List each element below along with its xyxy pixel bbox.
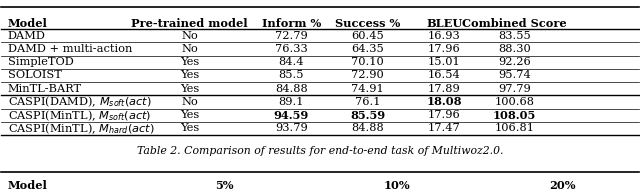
Text: 17.47: 17.47 xyxy=(428,123,461,133)
Text: Yes: Yes xyxy=(180,84,199,94)
Text: 60.45: 60.45 xyxy=(351,31,384,41)
Text: 10%: 10% xyxy=(383,180,410,191)
Text: 88.30: 88.30 xyxy=(498,44,531,54)
Text: 95.74: 95.74 xyxy=(498,70,531,81)
Text: 17.96: 17.96 xyxy=(428,44,461,54)
Text: 5%: 5% xyxy=(215,180,234,191)
Text: CASPI(MinTL), $M_{soft}(act)$: CASPI(MinTL), $M_{soft}(act)$ xyxy=(8,108,151,122)
Text: No: No xyxy=(181,97,198,107)
Text: Yes: Yes xyxy=(180,110,199,120)
Text: 17.89: 17.89 xyxy=(428,84,461,94)
Text: Yes: Yes xyxy=(180,57,199,67)
Text: 16.93: 16.93 xyxy=(428,31,461,41)
Text: 72.90: 72.90 xyxy=(351,70,384,81)
Text: 15.01: 15.01 xyxy=(428,57,461,67)
Text: Yes: Yes xyxy=(180,70,199,81)
Text: 18.08: 18.08 xyxy=(426,97,462,107)
Text: 100.68: 100.68 xyxy=(494,97,534,107)
Text: BLEU: BLEU xyxy=(426,18,462,29)
Text: Model: Model xyxy=(8,18,47,29)
Text: Model: Model xyxy=(8,180,47,191)
Text: Yes: Yes xyxy=(180,123,199,133)
Text: 93.79: 93.79 xyxy=(275,123,308,133)
Text: 84.4: 84.4 xyxy=(278,57,304,67)
Text: Pre-trained model: Pre-trained model xyxy=(131,18,248,29)
Text: 72.79: 72.79 xyxy=(275,31,308,41)
Text: 84.88: 84.88 xyxy=(351,123,384,133)
Text: No: No xyxy=(181,44,198,54)
Text: Success %: Success % xyxy=(335,18,401,29)
Text: 17.96: 17.96 xyxy=(428,110,461,120)
Text: DAMD: DAMD xyxy=(8,31,45,41)
Text: No: No xyxy=(181,31,198,41)
Text: SimpleTOD: SimpleTOD xyxy=(8,57,74,67)
Text: CASPI(DAMD), $M_{soft}(act)$: CASPI(DAMD), $M_{soft}(act)$ xyxy=(8,95,152,109)
Text: 89.1: 89.1 xyxy=(278,97,304,107)
Text: Inform %: Inform % xyxy=(262,18,321,29)
Text: 106.81: 106.81 xyxy=(494,123,534,133)
Text: Combined Score: Combined Score xyxy=(462,18,566,29)
Text: 76.1: 76.1 xyxy=(355,97,381,107)
Text: 85.59: 85.59 xyxy=(350,110,385,121)
Text: 16.54: 16.54 xyxy=(428,70,461,81)
Text: 108.05: 108.05 xyxy=(493,110,536,121)
Text: 83.55: 83.55 xyxy=(498,31,531,41)
Text: 97.79: 97.79 xyxy=(498,84,531,94)
Text: 84.88: 84.88 xyxy=(275,84,308,94)
Text: 94.59: 94.59 xyxy=(274,110,309,121)
Text: SOLOIST: SOLOIST xyxy=(8,70,61,81)
Text: 20%: 20% xyxy=(549,180,575,191)
Text: 76.33: 76.33 xyxy=(275,44,308,54)
Text: 64.35: 64.35 xyxy=(351,44,384,54)
Text: DAMD + multi-action: DAMD + multi-action xyxy=(8,44,132,54)
Text: 74.91: 74.91 xyxy=(351,84,384,94)
Text: Table 2. Comparison of results for end-to-end task of Multiwoz2.0.: Table 2. Comparison of results for end-t… xyxy=(137,146,503,156)
Text: CASPI(MinTL), $M_{hard}(act)$: CASPI(MinTL), $M_{hard}(act)$ xyxy=(8,121,154,136)
Text: 70.10: 70.10 xyxy=(351,57,384,67)
Text: 85.5: 85.5 xyxy=(278,70,304,81)
Text: MinTL-BART: MinTL-BART xyxy=(8,84,82,94)
Text: 92.26: 92.26 xyxy=(498,57,531,67)
